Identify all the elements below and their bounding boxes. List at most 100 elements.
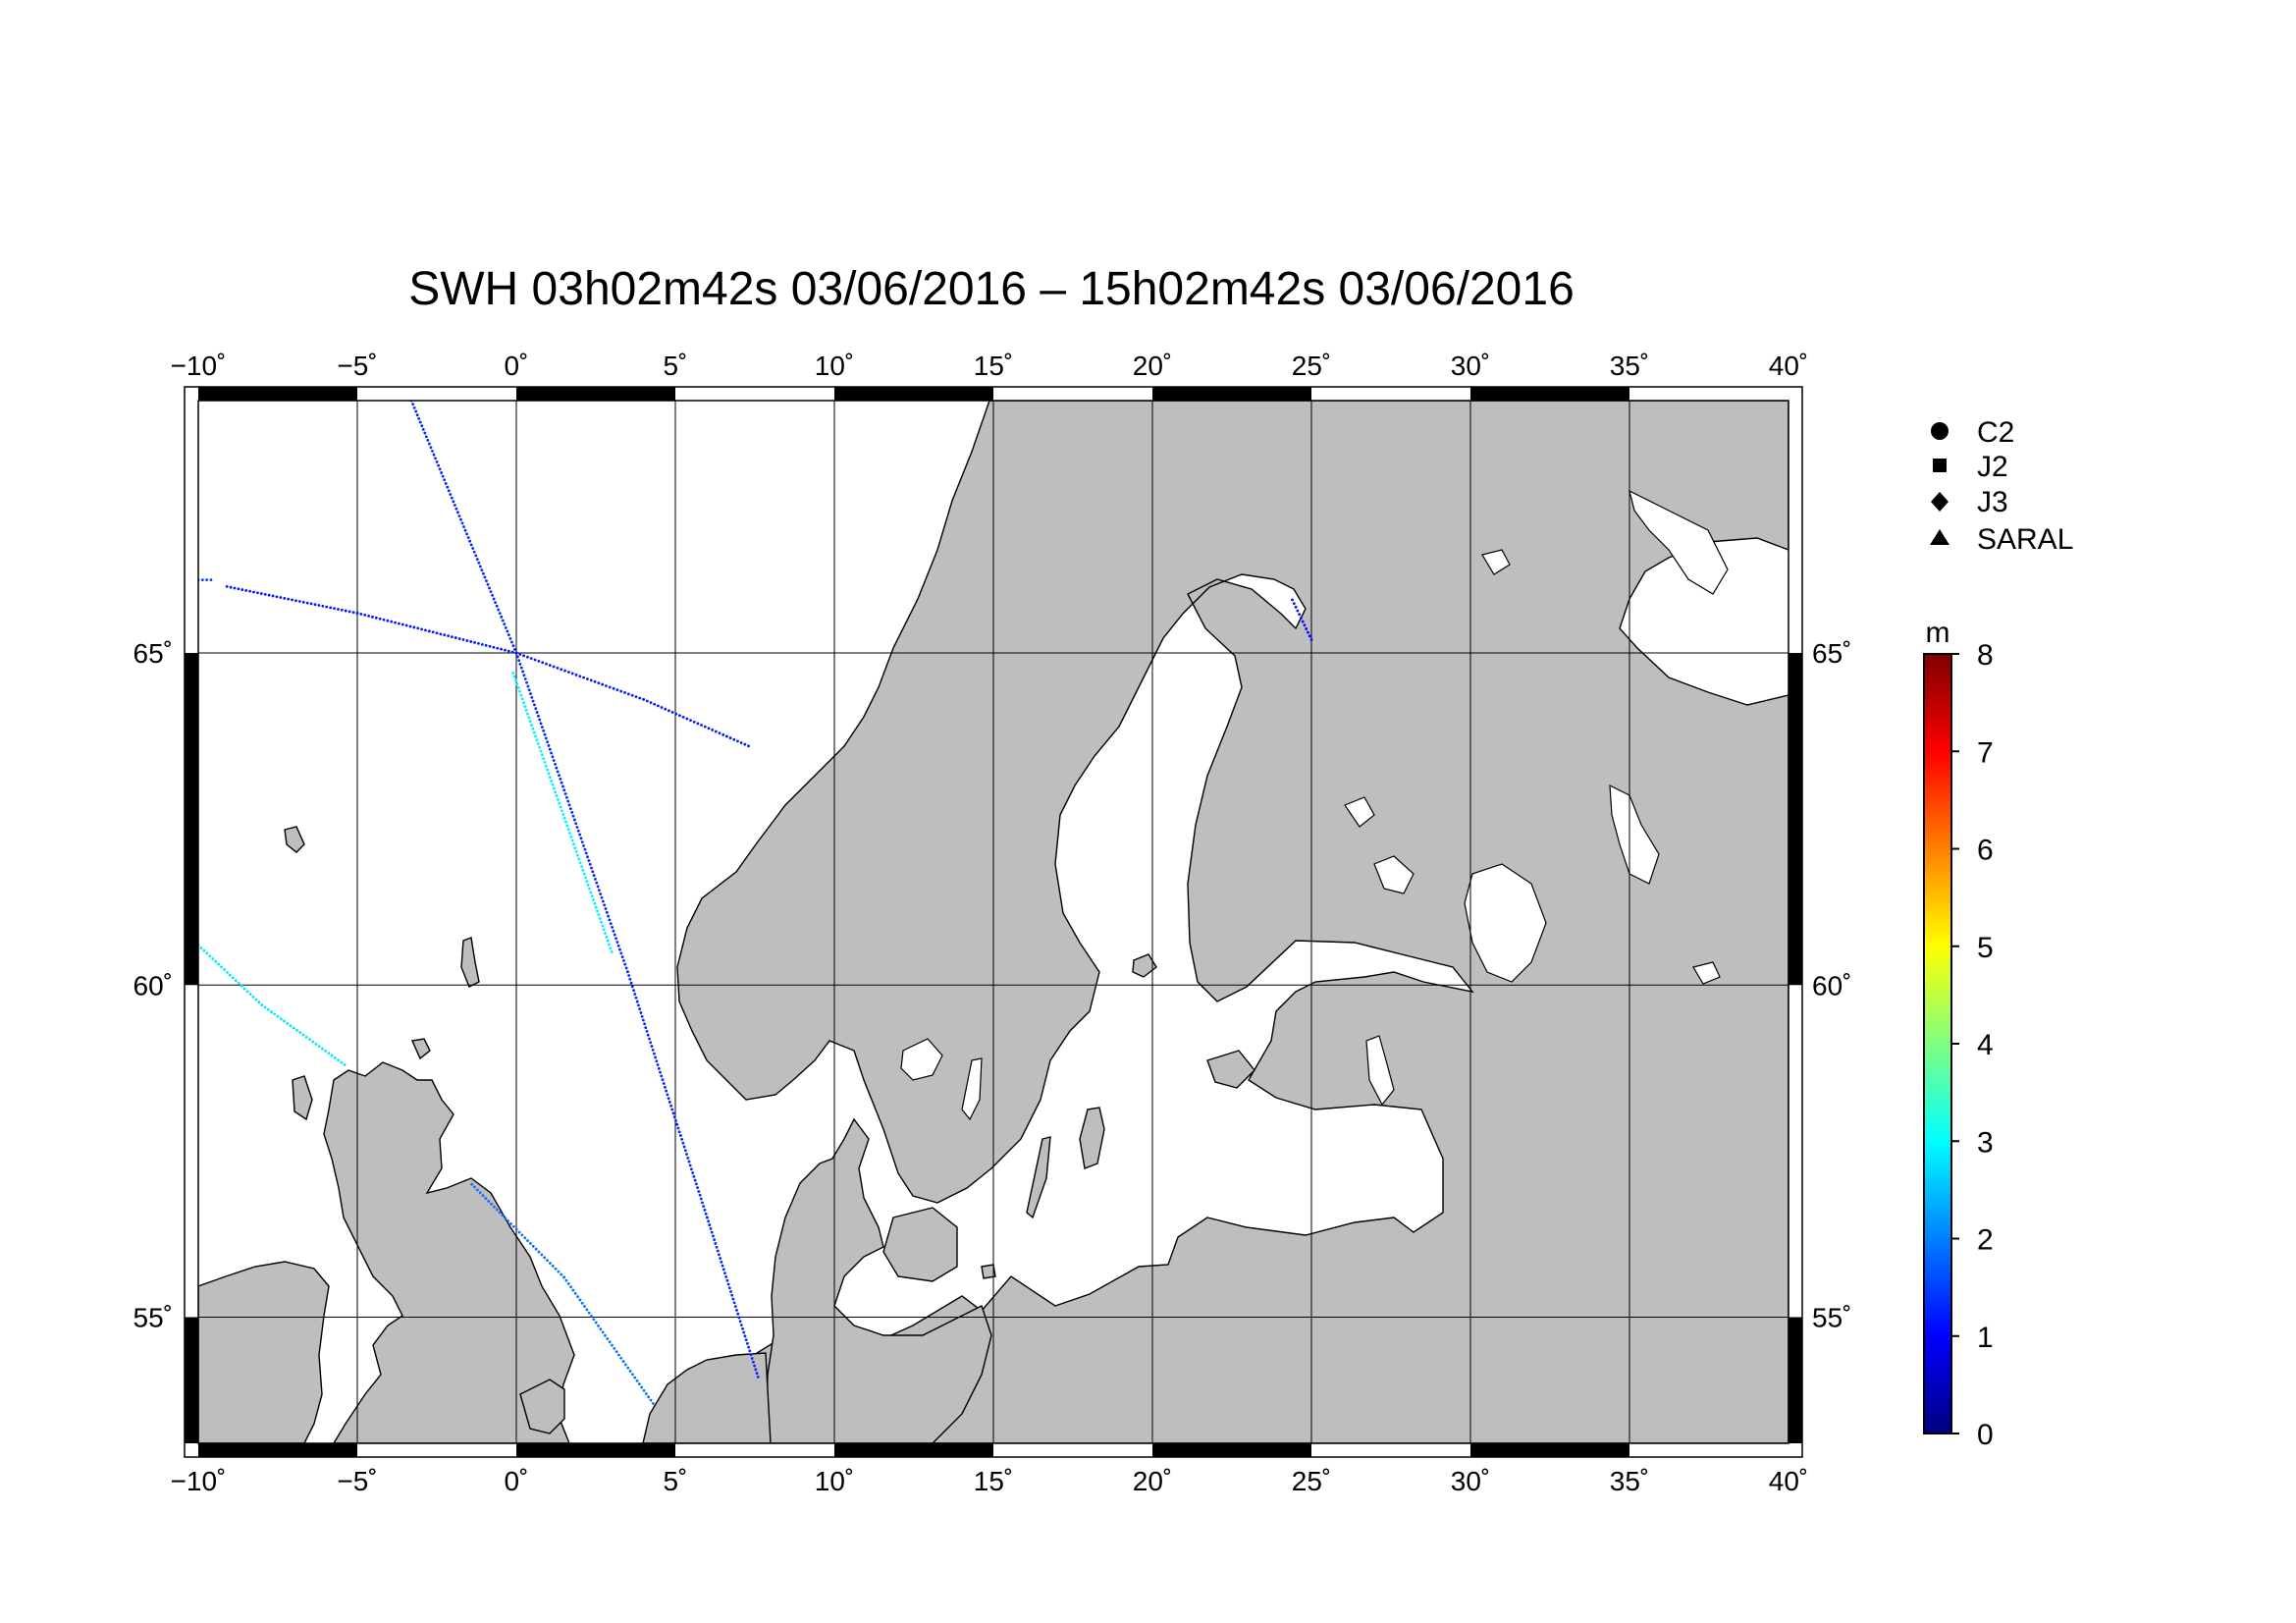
aland-islands [1132, 953, 1157, 978]
lat-tick-label-left: 55˚ [133, 1302, 173, 1332]
track-point [508, 636, 512, 640]
track-point [295, 1028, 298, 1032]
track-point [706, 1216, 709, 1219]
track-point [650, 1045, 654, 1048]
track-point [412, 406, 416, 409]
track-point [443, 478, 447, 482]
j3-diamond-icon [1931, 492, 1949, 512]
lon-tick-label-bottom: 0˚ [505, 1466, 529, 1496]
track-point [202, 948, 206, 952]
track-point [736, 739, 739, 743]
track-point [537, 714, 540, 718]
track-point [355, 612, 359, 615]
track-point [454, 636, 457, 639]
track-point [714, 1242, 718, 1245]
track-point [237, 587, 240, 591]
track-point [685, 717, 689, 721]
lake-ladoga [1464, 863, 1547, 983]
lat-tick-label-right: 60˚ [1812, 970, 1851, 1001]
track-point [504, 648, 507, 652]
track-point [540, 753, 544, 757]
frame-band-bottom [1470, 1443, 1629, 1457]
track-point [597, 1324, 600, 1327]
track-point [619, 951, 623, 955]
track-point [573, 846, 577, 849]
track-point [597, 681, 601, 685]
gotland-island [1079, 1107, 1105, 1169]
track-point [327, 1052, 331, 1055]
track-point [604, 1333, 607, 1337]
track-point [660, 1074, 664, 1078]
track-point [642, 1388, 646, 1392]
track-point [420, 627, 423, 631]
track-point [374, 616, 378, 620]
track-point [475, 558, 479, 561]
track-point [418, 420, 422, 424]
track-point [697, 1190, 701, 1193]
track-point [573, 1291, 577, 1295]
colorbar-tick-label: 3 [1977, 1126, 1994, 1159]
track-point [226, 970, 229, 974]
track-point [497, 608, 501, 612]
track-point [600, 920, 603, 924]
track-point [292, 1026, 295, 1030]
track-point [431, 450, 434, 453]
track-point [623, 691, 626, 694]
track-point [739, 1324, 743, 1326]
track-point [317, 604, 321, 607]
track-point [592, 898, 595, 901]
track-point [535, 738, 539, 742]
track-point [548, 1262, 552, 1265]
lake-vattern [961, 1057, 983, 1121]
track-point [301, 600, 305, 604]
track-point [648, 1037, 651, 1041]
lon-tick-label-top: 30˚ [1451, 351, 1490, 381]
track-point [670, 1108, 674, 1111]
track-point [571, 814, 575, 818]
track-point [470, 1182, 474, 1186]
track-point [597, 913, 601, 917]
track-point [712, 1234, 715, 1238]
track-point [603, 903, 607, 907]
track-point [456, 511, 459, 514]
track-point [718, 1253, 721, 1257]
track-point [523, 1236, 527, 1240]
track-point [633, 993, 637, 996]
zealand-island [882, 1207, 958, 1282]
track-point [539, 722, 543, 726]
track-point [651, 1402, 655, 1405]
track-point [615, 941, 619, 944]
track-point [481, 1194, 485, 1198]
colorbar-unit: m [1926, 617, 1950, 649]
track-point [749, 1353, 753, 1357]
lon-tick-label-bottom: 10˚ [815, 1466, 854, 1496]
track-point [592, 874, 596, 877]
track-point [726, 1282, 730, 1286]
track-point [639, 1011, 643, 1014]
legend-label-j2: J2 [1977, 451, 2008, 483]
lon-tick-label-top: 5˚ [664, 351, 688, 381]
track-point [676, 1126, 680, 1130]
track-point [581, 868, 585, 872]
track-point [511, 644, 515, 648]
track-point [363, 613, 367, 617]
track-point [511, 671, 515, 675]
track-point [522, 674, 526, 677]
track-point [471, 547, 475, 550]
track-point [333, 607, 336, 611]
track-point [1308, 634, 1311, 638]
track-point [574, 849, 578, 853]
track-point [677, 1130, 681, 1134]
track-point [727, 1286, 731, 1290]
track-point [526, 684, 530, 688]
track-point [565, 824, 569, 828]
track-point [480, 568, 484, 571]
frame-band-right [1789, 1317, 1802, 1443]
track-point [271, 594, 275, 598]
track-point [531, 727, 535, 730]
track-point [654, 1055, 658, 1059]
track-point [515, 682, 519, 686]
track-point [417, 416, 421, 420]
track-point [547, 772, 551, 776]
